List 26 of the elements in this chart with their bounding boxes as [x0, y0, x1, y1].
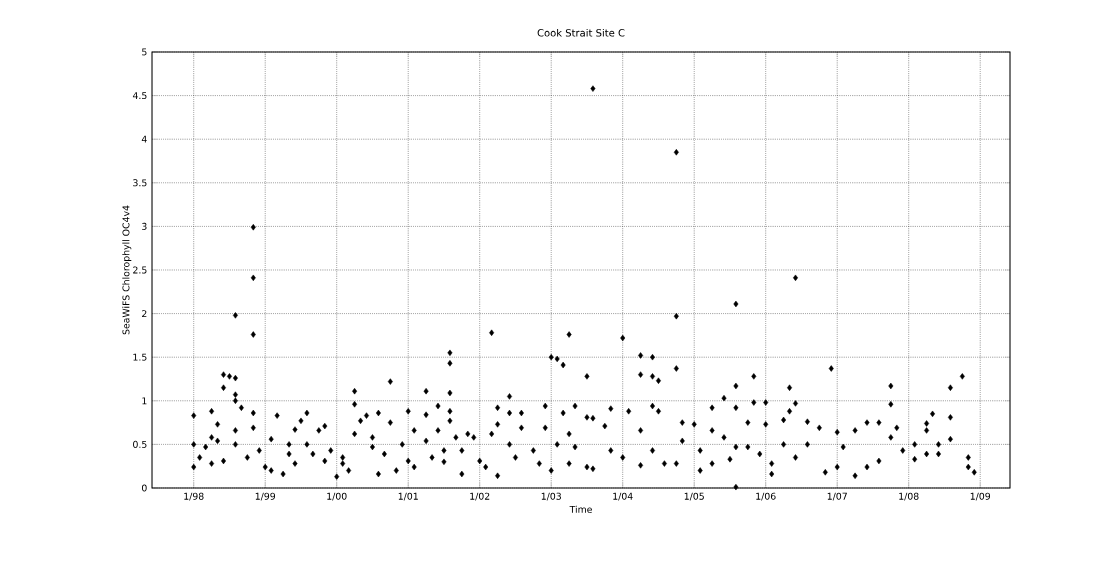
y-tick-label: 4 — [141, 135, 147, 143]
x-tick-label: 1/07 — [827, 492, 847, 501]
y-tick-label: 3 — [142, 222, 147, 230]
y-tick-label: 3.5 — [133, 179, 147, 187]
x-tick-label: 1/01 — [398, 492, 418, 501]
x-tick-label: 1/98 — [184, 492, 204, 501]
x-tick-label: 1/06 — [756, 492, 776, 501]
y-axis-title: SeaWiFS Chlorophyll OC4v4 — [122, 205, 132, 335]
x-tick-label: 1/99 — [255, 492, 276, 501]
x-tick-label: 1/09 — [970, 492, 991, 501]
y-tick-label: 5 — [142, 48, 147, 56]
x-tick-label: 1/05 — [684, 492, 704, 501]
x-axis-title: Time — [569, 505, 592, 513]
y-tick-label: 1.5 — [133, 353, 147, 361]
y-tick-label: 2 — [142, 310, 147, 318]
x-tick-label: 1/00 — [327, 492, 347, 501]
y-tick-label: 0 — [141, 484, 147, 492]
x-tick-label: 1/04 — [613, 492, 633, 501]
x-tick-label: 1/02 — [470, 492, 490, 501]
y-tick-label: 4.5 — [132, 92, 147, 100]
x-tick-label: 1/08 — [899, 492, 919, 501]
y-tick-label: 0.5 — [133, 440, 147, 448]
y-tick-label: 2.5 — [133, 266, 147, 274]
x-tick-label: 1/03 — [541, 492, 561, 501]
chart-title: Cook Strait Site C — [537, 28, 625, 37]
y-tick-label: 1 — [142, 397, 147, 405]
